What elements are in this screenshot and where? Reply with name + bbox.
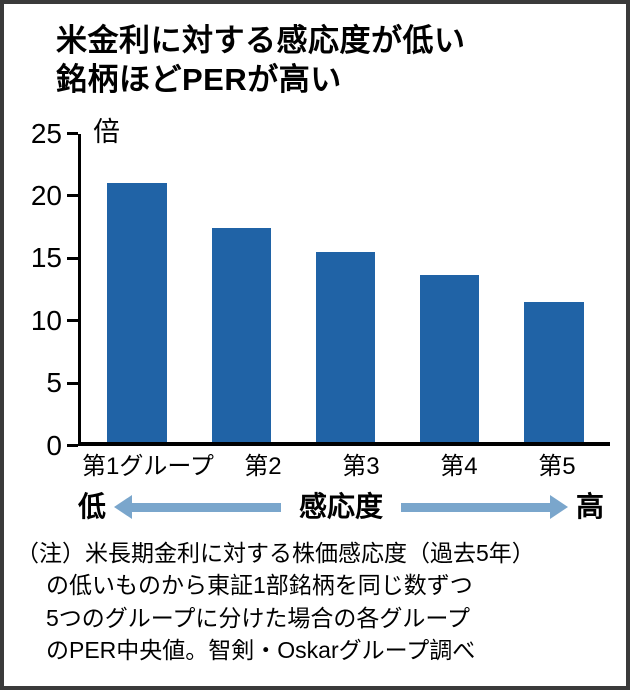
bar-slot-3 (293, 134, 397, 442)
bar-4 (420, 275, 480, 442)
y-tick-0: 0 (46, 429, 78, 461)
footnote-line-4: のPER中央値。智剣・Oskarグループ調べ (46, 636, 476, 663)
y-axis: 0 5 10 15 20 25 (12, 119, 78, 459)
x-label-1: 第1グループ (82, 452, 214, 480)
y-tick-mark (67, 132, 78, 135)
bar-slot-1 (85, 134, 189, 442)
y-tick-25: 25 (30, 117, 78, 149)
y-tick-5: 5 (46, 369, 78, 397)
footnote-line-3: 5つのグループに分けた場合の各グループ (46, 604, 471, 631)
sensitivity-center-label: 感応度 (299, 491, 384, 523)
bar-5 (524, 302, 584, 442)
y-tick-label: 15 (30, 242, 62, 274)
sensitivity-axis: 低 感応度 高 (78, 493, 604, 521)
sensitivity-low-label: 低 (78, 491, 107, 523)
bar-3 (315, 251, 376, 442)
arrow-right-icon (401, 494, 568, 520)
y-tick-15: 15 (31, 244, 78, 272)
footnote: （注）米長期金利に対する株価感応度（過去5年） の低いものから東証1部銘柄を同じ数… (16, 537, 616, 666)
y-tick-label: 25 (30, 117, 62, 149)
y-tick-label: 5 (46, 367, 62, 399)
chart-title: 米金利に対する感応度が低い 銘柄ほどPERが高い (4, 4, 626, 104)
footnote-line-1: （注）米長期金利に対する株価感応度（過去5年） (16, 540, 535, 567)
x-labels: 第1グループ 第2 第3 第4 第5 (82, 453, 606, 482)
chart-title-line1: 米金利に対する感応度が低い (56, 23, 466, 58)
bar-slot-2 (189, 134, 293, 442)
plot-area: 倍 (78, 118, 610, 446)
y-tick-label: 0 (46, 429, 62, 461)
sensitivity-high-label: 高 (576, 491, 605, 523)
bar-1 (107, 182, 167, 442)
arrow-left-icon (114, 494, 281, 520)
y-tick-mark (67, 381, 78, 385)
bar-slot-5 (502, 134, 606, 442)
x-label-3: 第3 (342, 452, 380, 480)
footnote-line-2: の低いものから東証1部銘柄を同じ数ずつ (46, 572, 473, 599)
bar-slot-4 (398, 134, 502, 442)
y-tick-mark (67, 319, 78, 323)
y-tick-label: 20 (30, 179, 62, 211)
y-tick-20: 20 (30, 179, 78, 211)
x-label-2: 第2 (244, 452, 282, 480)
y-tick-mark (67, 194, 78, 198)
bar-2 (211, 228, 271, 442)
x-label-5: 第5 (538, 452, 576, 480)
x-label-4: 第4 (440, 452, 478, 480)
y-tick-mark (67, 256, 78, 260)
chart-area: 0 5 10 15 20 25 倍 (12, 118, 610, 459)
y-axis-unit-label: 倍 (93, 116, 120, 147)
y-tick-mark (67, 444, 78, 447)
bars (81, 134, 610, 442)
chart-title-line2: 銘柄ほどPERが高い (56, 61, 342, 97)
y-tick-label: 10 (30, 304, 62, 336)
y-tick-10: 10 (30, 304, 78, 336)
